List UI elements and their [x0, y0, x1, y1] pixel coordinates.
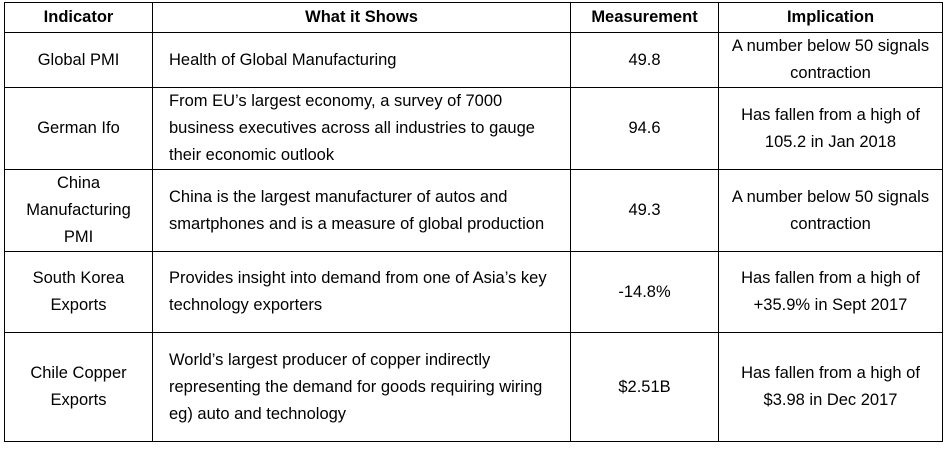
- table-cell: Has fallen from a high of $3.98 in Dec 2…: [718, 332, 943, 442]
- table-cell: Chile Copper Exports: [4, 332, 153, 442]
- header-cell: Indicator: [4, 2, 153, 33]
- table-cell: From EU’s largest economy, a survey of 7…: [152, 87, 571, 170]
- table-cell: China Manufacturing PMI: [4, 169, 153, 252]
- table-body: Global PMI Health of Global Manufacturing…: [4, 32, 943, 442]
- table-cell: Has fallen from a high of +35.9% in Sept…: [718, 251, 943, 333]
- table-row: China Manufacturing PMI China is the larg…: [4, 169, 943, 252]
- header-row: Indicator What it Shows Measurement Implica…: [4, 2, 943, 33]
- table-cell: -14.8%: [570, 251, 719, 333]
- table-cell: Provides insight into demand from one of…: [152, 251, 571, 333]
- table-cell: South Korea Exports: [4, 251, 153, 333]
- table-cell: Has fallen from a high of 105.2 in Jan 2…: [718, 87, 943, 170]
- table-cell: German Ifo: [4, 87, 153, 170]
- indicator-table: Indicator What it Shows Measurement Implica…: [4, 2, 943, 442]
- table-row: Global PMI Health of Global Manufacturing…: [4, 32, 943, 88]
- table-row: Chile Copper Exports World’s largest prod…: [4, 332, 943, 442]
- table-cell: A number below 50 signals contraction: [718, 169, 943, 252]
- table-cell: $2.51B: [570, 332, 719, 442]
- table-cell: Health of Global Manufacturing: [152, 32, 571, 88]
- table-cell: Global PMI: [4, 32, 153, 88]
- header-cell: What it Shows: [152, 2, 571, 33]
- table-row: German Ifo From EU’s largest economy, a s…: [4, 87, 943, 170]
- table-cell: 49.3: [570, 169, 719, 252]
- table-row: South Korea Exports Provides insight into…: [4, 251, 943, 333]
- table-cell: 94.6: [570, 87, 719, 170]
- table-cell: A number below 50 signals contraction: [718, 32, 943, 88]
- table-cell: China is the largest manufacturer of aut…: [152, 169, 571, 252]
- table-cell: World’s largest producer of copper indir…: [152, 332, 571, 442]
- header-cell: Measurement: [570, 2, 719, 33]
- header-cell: Implication: [718, 2, 943, 33]
- table-cell: 49.8: [570, 32, 719, 88]
